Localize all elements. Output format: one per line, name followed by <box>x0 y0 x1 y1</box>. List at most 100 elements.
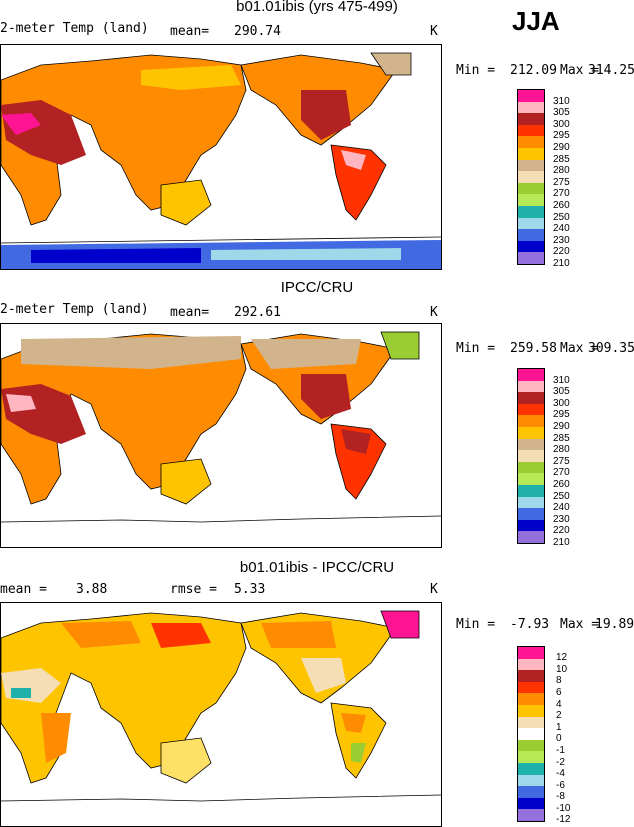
panel-1-max-value: 314.25 <box>588 63 634 78</box>
panel-2-colorbar-label: 295 <box>553 409 570 420</box>
panel-1-colorbar-swatch <box>518 136 544 148</box>
panel-1-colorbar-label: 210 <box>553 258 570 269</box>
panel-1-colorbar-label: 240 <box>553 223 570 234</box>
panel-3-colorbar-label: -1 <box>556 745 565 756</box>
panel-2-colorbar-label: 230 <box>553 514 570 525</box>
panel-2-colorbar-label: 285 <box>553 433 570 444</box>
panel-1-colorbar-label: 290 <box>553 142 570 153</box>
panel-3-colorbar-swatch <box>518 763 544 775</box>
panel-1-colorbar-swatch <box>518 124 544 137</box>
panel-1-colorbar-swatch <box>518 194 544 206</box>
panel-1-colorbar-label: 270 <box>553 188 570 199</box>
panel-3-colorbar-swatch <box>518 658 544 671</box>
panel-2-colorbar-label: 260 <box>553 479 570 490</box>
panel-1-colorbar-swatch <box>518 217 544 230</box>
panel-3-colorbar-swatch <box>518 705 544 717</box>
panel-1-colorbar-swatch <box>518 206 544 218</box>
panel-1-colorbar-swatch <box>518 240 544 253</box>
panel-3-units: K <box>430 582 438 597</box>
panel-2-colorbar-swatch <box>518 380 544 393</box>
panel-3-colorbar-label: 2 <box>556 710 562 721</box>
panel-1-mean-value: 290.74 <box>234 24 281 39</box>
panel-2-colorbar-label: 280 <box>553 444 570 455</box>
panel-2-colorbar-label: 240 <box>553 502 570 513</box>
panel-2-colorbar-swatch <box>518 450 544 462</box>
panel-3-title: b01.01ibis - IPCC/CRU <box>239 559 395 576</box>
panel-2-colorbar-swatch <box>518 415 544 427</box>
panel-3-colorbar-label: -2 <box>556 757 565 768</box>
panel-2-min-value: 259.58 <box>510 341 557 356</box>
panel-1-min-value: 212.09 <box>510 63 557 78</box>
panel-2-colorbar-label: 290 <box>553 421 570 432</box>
season-label: JJA <box>512 6 560 36</box>
panel-2-colorbar-label: 275 <box>553 456 570 467</box>
panel-1-colorbar-label: 260 <box>553 200 570 211</box>
panel-3-colorbar-label: 4 <box>556 699 562 710</box>
panel-3-colorbar-swatch <box>518 774 544 787</box>
panel-1-colorbar-label: 310 <box>553 96 570 107</box>
panel-2-colorbar-swatch <box>518 427 544 439</box>
panel-3-colorbar-swatch <box>518 797 544 810</box>
panel-3-colorbar-label: -4 <box>556 768 565 779</box>
panel-3-min-value: -7.93 <box>510 617 550 632</box>
panel-2-colorbar-swatch <box>518 461 544 474</box>
panel-1-variable-label: 2-meter Temp (land) <box>0 21 149 36</box>
panel-3-max-label: Max = <box>560 617 600 632</box>
panel-3-colorbar-swatch <box>518 693 544 705</box>
panel-1-mean-label: mean= <box>170 24 210 39</box>
panel-2-colorbar-label: 300 <box>553 398 570 409</box>
panel-3-colorbar-label: 8 <box>556 675 562 686</box>
panel-1-max-label: Max = <box>560 63 600 78</box>
panel-3-colorbar-label: 0 <box>556 733 562 744</box>
panel-1-colorbar-label: 295 <box>553 130 570 141</box>
panel-2-map <box>0 323 442 548</box>
panel-3-colorbar-swatch <box>518 728 544 740</box>
panel-2-mean-label: mean= <box>170 305 210 320</box>
panel-1-colorbar-swatch <box>518 182 544 195</box>
panel-3-colorbar-swatch <box>518 786 544 798</box>
panel-2-colorbar <box>517 368 545 544</box>
panel-3-colorbar-label: -8 <box>556 791 565 802</box>
panel-2-colorbar-label: 270 <box>553 467 570 478</box>
panel-1-units: K <box>430 24 438 39</box>
panel-1-colorbar-swatch <box>518 252 544 264</box>
panel-3-max-value: 19.89 <box>595 617 634 632</box>
panel-1-colorbar-label: 275 <box>553 177 570 188</box>
panel-3-colorbar <box>517 646 545 822</box>
panel-2-colorbar-label: 250 <box>553 491 570 502</box>
panel-1-colorbar-label: 230 <box>553 235 570 246</box>
panel-1-colorbar-swatch <box>518 148 544 160</box>
panel-3-mean-value: 3.88 <box>76 582 108 597</box>
panel-3-colorbar-swatch <box>518 670 544 682</box>
panel-3-rmse-value: 5.33 <box>234 582 266 597</box>
panel-1-colorbar-label: 220 <box>553 246 570 257</box>
panel-2-max-value: 309.35 <box>588 341 634 356</box>
panel-1-colorbar-label: 305 <box>553 107 570 118</box>
panel-3-colorbar-swatch <box>518 681 544 694</box>
panel-3-colorbar-label: -10 <box>556 803 571 814</box>
panel-2-max-label: Max = <box>560 341 600 356</box>
panel-2-units: K <box>430 305 438 320</box>
panel-1-colorbar-label: 285 <box>553 154 570 165</box>
panel-3-mean-label: mean = <box>0 582 47 597</box>
panel-3-colorbar-swatch <box>518 809 544 821</box>
panel-2-colorbar-label: 220 <box>553 525 570 536</box>
panel-2-colorbar-label: 310 <box>553 375 570 386</box>
panel-1-colorbar-swatch <box>518 229 544 241</box>
panel-2-colorbar-swatch <box>518 403 544 416</box>
panel-1-colorbar-swatch <box>518 90 544 102</box>
panel-2-colorbar-swatch <box>518 438 544 451</box>
panel-2-colorbar-swatch <box>518 473 544 485</box>
panel-1-colorbar-label: 300 <box>553 119 570 130</box>
panel-3-rmse-label: rmse = <box>170 582 217 597</box>
panel-2-title: IPCC/CRU <box>280 279 354 296</box>
panel-3-colorbar-swatch <box>518 751 544 763</box>
panel-3-min-label: Min = <box>456 617 496 632</box>
panel-1-map <box>0 44 442 270</box>
panel-2-colorbar-swatch <box>518 392 544 404</box>
panel-2-colorbar-label: 210 <box>553 537 570 548</box>
panel-2-colorbar-swatch <box>518 496 544 509</box>
panel-3-colorbar-label: 12 <box>556 652 568 663</box>
panel-1-colorbar-label: 280 <box>553 165 570 176</box>
panel-1-colorbar-swatch <box>518 171 544 183</box>
